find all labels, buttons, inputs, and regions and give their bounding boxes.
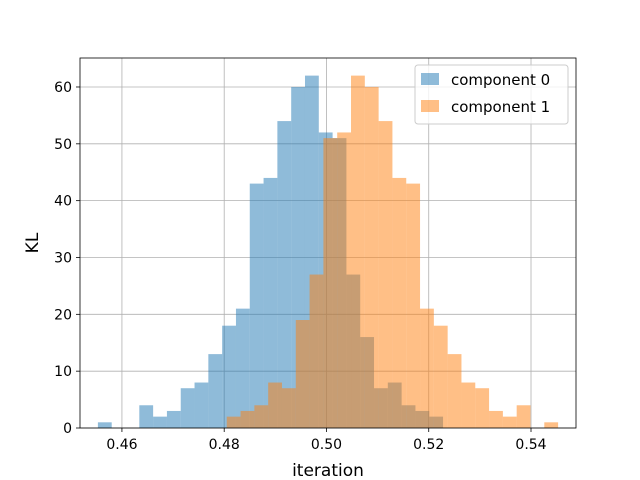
- legend-swatch-component-0: [421, 73, 439, 85]
- histogram-bar-component-0: [222, 325, 236, 428]
- legend-frame: [414, 64, 569, 125]
- x-tick-label: 0.54: [515, 437, 546, 453]
- histogram-bar-component-1: [268, 382, 282, 428]
- plot-frame: [79, 57, 577, 429]
- histogram-bar-component-0: [139, 405, 154, 428]
- x-tick-label: 0.46: [106, 437, 137, 453]
- histogram-bar-component-1: [447, 354, 462, 428]
- bars: [97, 75, 559, 428]
- y-tick-label: 30: [54, 250, 72, 266]
- x-axis-label: iteration: [292, 461, 364, 480]
- histogram-bar-component-1: [475, 388, 490, 428]
- histogram-bar-component-1: [406, 183, 421, 428]
- histogram-bar-component-0: [153, 416, 167, 428]
- legend-label-component-1: component 1: [451, 98, 550, 116]
- x-tick-label: 0.52: [413, 437, 444, 453]
- histogram-bar-component-0: [166, 410, 181, 428]
- histogram-bar-component-1: [337, 132, 352, 428]
- histogram-bar-component-1: [309, 274, 324, 428]
- histogram-bar-component-1: [240, 410, 255, 428]
- y-tick-label: 40: [54, 194, 72, 210]
- histogram-bar-component-0: [277, 121, 292, 428]
- histogram-bar-component-1: [323, 138, 338, 428]
- legend-label-component-0: component 0: [451, 71, 550, 89]
- y-tick-label: 0: [63, 421, 72, 437]
- histogram-bar-component-1: [433, 325, 448, 428]
- x-tick-label: 0.48: [209, 437, 240, 453]
- histogram-bar-component-0: [249, 183, 264, 428]
- histogram-bar-component-1: [378, 121, 393, 428]
- histogram-bar-component-1: [420, 308, 434, 428]
- y-tick-label: 10: [54, 364, 72, 380]
- histogram-bar-component-1: [351, 75, 365, 428]
- histogram-bar-component-1: [502, 416, 517, 428]
- y-tick-label: 50: [54, 137, 72, 153]
- y-tick-label: 60: [54, 80, 72, 96]
- histogram-bar-component-1: [461, 382, 476, 428]
- histogram-bar-component-1: [489, 410, 503, 428]
- histogram-bar-component-0: [235, 308, 250, 428]
- y-axis-label: KL: [23, 232, 43, 253]
- legend: component 0 component 1: [414, 64, 569, 125]
- histogram-bar-component-1: [226, 416, 241, 428]
- histogram-bar-component-0: [97, 422, 112, 428]
- histogram-bar-component-0: [208, 354, 223, 428]
- histogram-bar-component-1: [516, 405, 531, 428]
- histogram-bar-component-1: [364, 86, 379, 428]
- y-tick-label: 20: [54, 307, 72, 323]
- histogram-bar-component-1: [392, 177, 407, 428]
- histogram-bar-component-0: [263, 177, 278, 428]
- histogram-bar-component-1: [544, 422, 559, 428]
- histogram-bar-component-1: [281, 388, 296, 428]
- legend-swatch-component-1: [421, 100, 439, 112]
- histogram-bar-component-0: [180, 388, 195, 428]
- axis-ticks: 0.46 0.48 0.50 0.52 0.54 0 10 20 30 40 50 60: [54, 80, 547, 453]
- histogram-bar-component-1: [295, 320, 310, 428]
- x-tick-label: 0.50: [311, 437, 342, 453]
- histogram-bar-component-1: [254, 405, 269, 428]
- histogram-bar-component-0: [194, 382, 209, 428]
